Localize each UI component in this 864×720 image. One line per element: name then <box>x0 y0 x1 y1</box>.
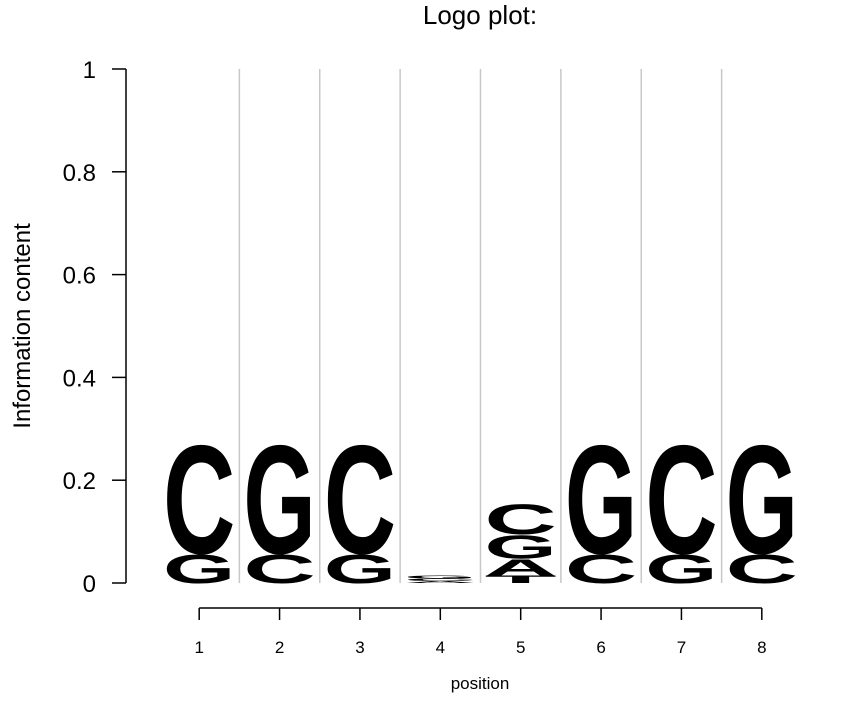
letter: A <box>404 580 476 583</box>
x-tick-label: 8 <box>757 638 766 657</box>
letter: G <box>324 547 396 593</box>
letter: C <box>485 496 557 543</box>
x-tick-label: 2 <box>275 638 284 657</box>
x-tick-label: 5 <box>516 638 525 657</box>
x-tick-label: 1 <box>194 638 203 657</box>
y-tick-label: 0.8 <box>63 160 96 187</box>
letter: C <box>645 413 717 586</box>
y-tick-label: 1 <box>83 57 96 84</box>
x-tick-label: 4 <box>436 638 445 657</box>
letter: T <box>485 573 557 585</box>
x-tick-label: 3 <box>355 638 364 657</box>
letter: G <box>243 414 315 587</box>
x-tick-label: 6 <box>596 638 605 657</box>
letter: G <box>163 547 235 593</box>
x-tick-label: 7 <box>677 638 686 657</box>
letter: C <box>565 547 637 592</box>
x-axis-label: position <box>451 674 510 693</box>
letter: C <box>243 547 315 592</box>
letter: G <box>485 528 557 565</box>
y-tick-label: 0.4 <box>63 365 96 392</box>
y-tick-label: 0.6 <box>63 263 96 290</box>
letter: C <box>404 578 476 582</box>
letter: C <box>324 413 396 586</box>
letter: C <box>726 547 798 592</box>
chart-title: Logo plot: <box>423 0 537 30</box>
y-axis-label: Information content <box>9 223 36 429</box>
letter: G <box>404 575 476 580</box>
letter: G <box>565 414 637 587</box>
letter: G <box>645 547 717 593</box>
y-tick-label: 0 <box>83 571 96 598</box>
letter: G <box>726 414 798 587</box>
letter: C <box>163 413 235 586</box>
letter: A <box>485 554 557 580</box>
y-tick-label: 0.2 <box>63 468 96 495</box>
